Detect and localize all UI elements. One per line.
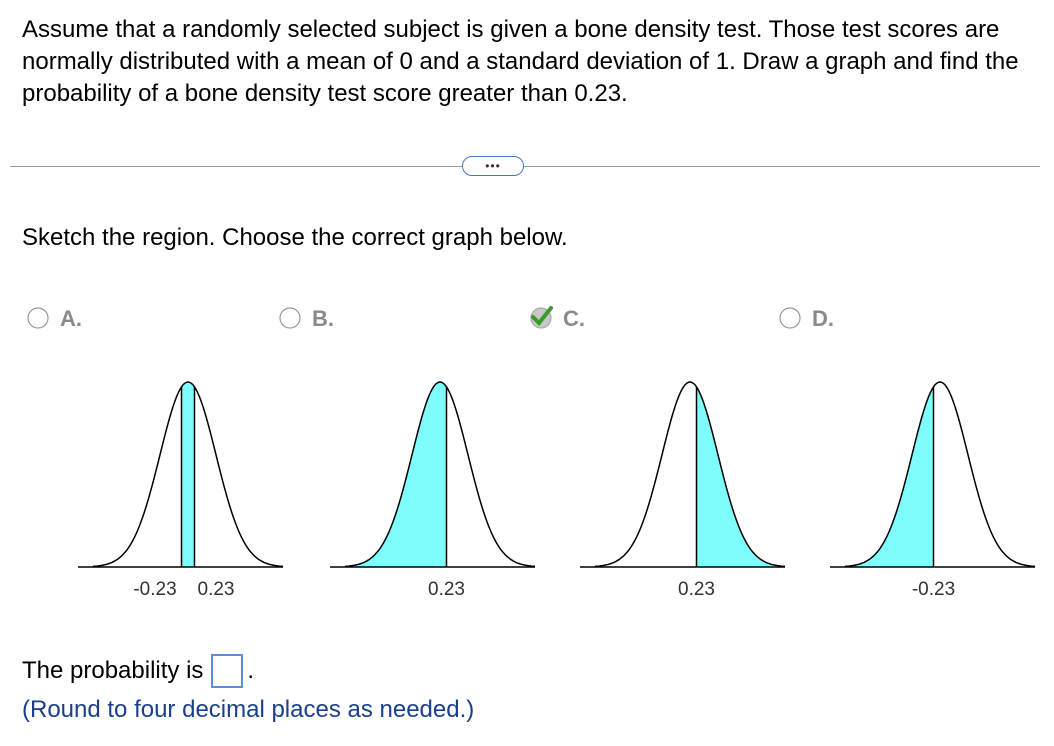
radio-button[interactable] — [779, 307, 801, 329]
options: A. -0.23 0.23 B. 0.23 C. 0.23 D. -0.23 — [27, 306, 1036, 600]
option-letter: A. — [60, 306, 82, 331]
shaded-region — [696, 386, 785, 567]
axis-label: 0.23 — [428, 579, 465, 600]
shaded-region — [181, 382, 195, 567]
option-letter: B. — [312, 306, 334, 331]
axis-label: -0.23 — [912, 579, 955, 600]
answer-prefix: The probability is — [22, 657, 204, 684]
normal-curve — [92, 381, 284, 568]
radio-button[interactable] — [279, 307, 301, 329]
answer-suffix: . — [247, 657, 255, 684]
shaded-region — [845, 386, 934, 567]
answer-input[interactable] — [211, 654, 244, 688]
normal-curve — [344, 381, 536, 568]
hint: (Round to four decimal places as needed.… — [22, 696, 475, 723]
question-text: Assume that a randomly selected subject … — [22, 16, 1019, 107]
axis-label: -0.23 — [133, 579, 176, 600]
option-letter: C. — [563, 306, 585, 331]
axis-label: 0.23 — [198, 579, 235, 600]
normal-curve — [594, 381, 786, 568]
shaded-region — [345, 382, 447, 567]
axis-label: 0.23 — [678, 579, 715, 600]
answer-row: The probability is . — [22, 654, 254, 688]
check-mark — [531, 306, 553, 326]
option-letter: D. — [812, 306, 834, 331]
divider — [10, 166, 1040, 167]
radio-button[interactable] — [27, 307, 49, 329]
more-button[interactable]: ••• — [462, 156, 524, 176]
normal-curve — [844, 381, 1036, 568]
prompt: Sketch the region. Choose the correct gr… — [22, 224, 568, 251]
